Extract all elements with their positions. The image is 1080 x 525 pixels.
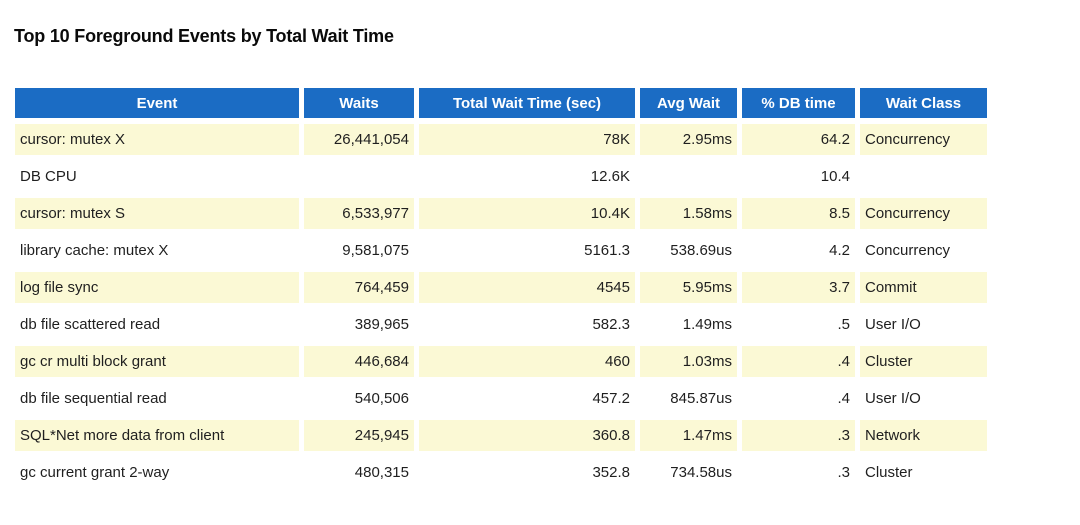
- cell-total-wait-time: 352.8: [419, 457, 635, 488]
- cell-pct-db-time: 4.2: [742, 235, 855, 266]
- cell-event: cursor: mutex S: [15, 198, 299, 229]
- cell-event: db file sequential read: [15, 383, 299, 414]
- cell-total-wait-time: 78K: [419, 124, 635, 155]
- cell-pct-db-time: .5: [742, 309, 855, 340]
- cell-waits: 540,506: [304, 383, 414, 414]
- cell-pct-db-time: .4: [742, 346, 855, 377]
- cell-event: DB CPU: [15, 161, 299, 192]
- cell-event: library cache: mutex X: [15, 235, 299, 266]
- cell-wait-class: Commit: [860, 272, 987, 303]
- page-title: Top 10 Foreground Events by Total Wait T…: [14, 26, 394, 46]
- cell-pct-db-time: .3: [742, 457, 855, 488]
- cell-total-wait-time: 582.3: [419, 309, 635, 340]
- cell-total-wait-time: 12.6K: [419, 161, 635, 192]
- cell-pct-db-time: .3: [742, 420, 855, 451]
- table-row: gc cr multi block grant 446,684 460 1.03…: [15, 346, 987, 377]
- cell-total-wait-time: 460: [419, 346, 635, 377]
- column-header-event: Event: [15, 88, 299, 118]
- cell-avg-wait: 845.87us: [640, 383, 737, 414]
- cell-total-wait-time: 4545: [419, 272, 635, 303]
- cell-avg-wait: 2.95ms: [640, 124, 737, 155]
- cell-pct-db-time: .4: [742, 383, 855, 414]
- cell-avg-wait: 1.49ms: [640, 309, 737, 340]
- cell-wait-class: Concurrency: [860, 235, 987, 266]
- table-row: SQL*Net more data from client 245,945 36…: [15, 420, 987, 451]
- cell-wait-class: Network: [860, 420, 987, 451]
- table-row: db file scattered read 389,965 582.3 1.4…: [15, 309, 987, 340]
- cell-event: gc cr multi block grant: [15, 346, 299, 377]
- cell-event: log file sync: [15, 272, 299, 303]
- cell-avg-wait: 1.03ms: [640, 346, 737, 377]
- cell-event: SQL*Net more data from client: [15, 420, 299, 451]
- cell-total-wait-time: 5161.3: [419, 235, 635, 266]
- cell-avg-wait: 734.58us: [640, 457, 737, 488]
- table-header-row: Event Waits Total Wait Time (sec) Avg Wa…: [15, 88, 987, 118]
- cell-waits: 245,945: [304, 420, 414, 451]
- column-header-pct-db-time: % DB time: [742, 88, 855, 118]
- cell-avg-wait: 1.58ms: [640, 198, 737, 229]
- cell-event: db file scattered read: [15, 309, 299, 340]
- cell-wait-class: Concurrency: [860, 124, 987, 155]
- top-foreground-events-table: Event Waits Total Wait Time (sec) Avg Wa…: [10, 82, 992, 494]
- cell-pct-db-time: 3.7: [742, 272, 855, 303]
- table-row: log file sync 764,459 4545 5.95ms 3.7 Co…: [15, 272, 987, 303]
- cell-total-wait-time: 10.4K: [419, 198, 635, 229]
- cell-waits: 9,581,075: [304, 235, 414, 266]
- cell-wait-class: Cluster: [860, 457, 987, 488]
- cell-waits: 446,684: [304, 346, 414, 377]
- cell-avg-wait: [640, 161, 737, 192]
- column-header-total-wait-time: Total Wait Time (sec): [419, 88, 635, 118]
- column-header-wait-class: Wait Class: [860, 88, 987, 118]
- cell-total-wait-time: 360.8: [419, 420, 635, 451]
- column-header-avg-wait: Avg Wait: [640, 88, 737, 118]
- table-row: cursor: mutex X 26,441,054 78K 2.95ms 64…: [15, 124, 987, 155]
- cell-waits: 26,441,054: [304, 124, 414, 155]
- cell-waits: 764,459: [304, 272, 414, 303]
- cell-pct-db-time: 10.4: [742, 161, 855, 192]
- cell-total-wait-time: 457.2: [419, 383, 635, 414]
- cell-pct-db-time: 64.2: [742, 124, 855, 155]
- cell-wait-class: User I/O: [860, 383, 987, 414]
- table-row: library cache: mutex X 9,581,075 5161.3 …: [15, 235, 987, 266]
- cell-waits: [304, 161, 414, 192]
- cell-avg-wait: 538.69us: [640, 235, 737, 266]
- cell-wait-class: Concurrency: [860, 198, 987, 229]
- cell-event: gc current grant 2-way: [15, 457, 299, 488]
- cell-avg-wait: 1.47ms: [640, 420, 737, 451]
- cell-avg-wait: 5.95ms: [640, 272, 737, 303]
- cell-waits: 389,965: [304, 309, 414, 340]
- table-row: cursor: mutex S 6,533,977 10.4K 1.58ms 8…: [15, 198, 987, 229]
- cell-wait-class: User I/O: [860, 309, 987, 340]
- cell-waits: 480,315: [304, 457, 414, 488]
- table-row: gc current grant 2-way 480,315 352.8 734…: [15, 457, 987, 488]
- table-row: db file sequential read 540,506 457.2 84…: [15, 383, 987, 414]
- cell-wait-class: [860, 161, 987, 192]
- cell-event: cursor: mutex X: [15, 124, 299, 155]
- table-row: DB CPU 12.6K 10.4: [15, 161, 987, 192]
- cell-waits: 6,533,977: [304, 198, 414, 229]
- cell-pct-db-time: 8.5: [742, 198, 855, 229]
- column-header-waits: Waits: [304, 88, 414, 118]
- cell-wait-class: Cluster: [860, 346, 987, 377]
